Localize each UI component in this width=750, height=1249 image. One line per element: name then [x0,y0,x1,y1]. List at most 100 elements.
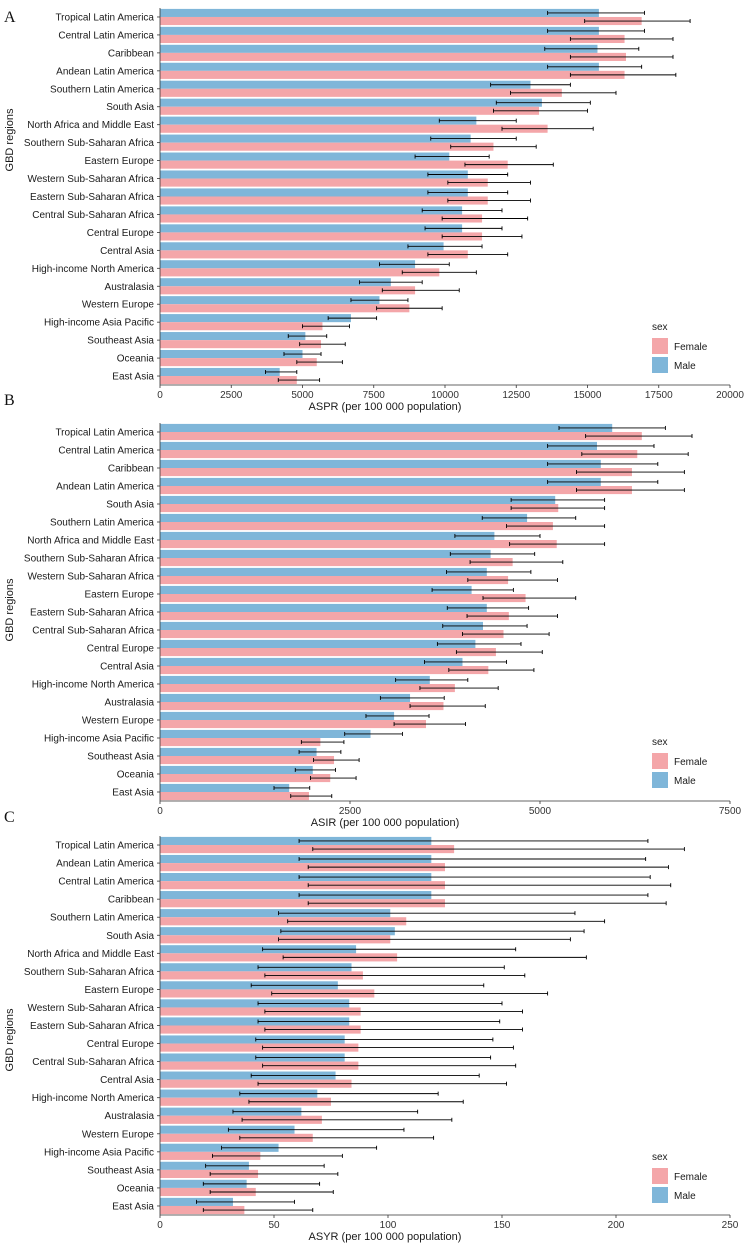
error-bar-female [209,1171,339,1176]
bar-female [160,486,632,495]
bar-male [160,278,391,287]
category-group: Western Europe [82,1125,435,1142]
x-tick-label: 50 [268,1220,280,1231]
category-group: East Asia [112,367,321,385]
bar-male [160,549,491,558]
bar-male [160,621,483,630]
error-bar-female [466,614,558,619]
category-label: High-income North America [32,680,155,691]
error-bar-male [430,136,517,141]
bar-female [160,648,496,657]
bar-female [160,340,322,349]
x-tick-label: 10000 [431,390,459,401]
error-bar-male [250,1073,480,1078]
error-bar-female [581,452,689,457]
category-label: High-income North America [32,1093,155,1104]
category-label: Southern Latin America [50,84,154,95]
bar-female [160,720,426,729]
category-label: South Asia [106,931,154,942]
bar-female [160,1097,331,1106]
error-bar-female [278,937,571,942]
category-group: Eastern Europe [85,981,549,998]
category-label: North Africa and Middle East [27,120,154,131]
error-bar-female [376,306,443,311]
error-bar-male [446,605,530,610]
error-bar-female [447,180,531,185]
bar-female [160,576,509,585]
category-group: Tropical Latin America [55,8,691,26]
bar-female [160,142,494,151]
error-bar-female [262,1045,514,1050]
error-bar-male [544,46,640,51]
category-group: Australasia [105,693,486,711]
bar-female [160,178,488,187]
bar-male [160,1143,279,1152]
bar-male [160,963,352,972]
error-bar-male [298,875,651,880]
error-bar-male [379,695,445,700]
legend: sex Female Male [652,1152,708,1203]
bar-male [160,585,472,594]
error-bar-female [569,54,674,59]
bar-male [160,854,432,864]
bar-female [160,666,489,675]
category-label: Western Europe [82,716,155,727]
category-group: South Asia [106,98,591,115]
error-bar-male [427,190,509,195]
error-bar-female [450,144,537,149]
category-label: Oceania [117,1183,155,1194]
bar-female [160,558,513,567]
bar-male [160,206,463,215]
category-group: Southern Latin America [50,513,606,531]
bar-male [160,495,556,504]
error-bar-male [558,425,666,430]
bar-male [160,513,528,522]
x-tick-label: 5000 [529,806,552,817]
error-bar-male [442,623,528,628]
error-bar-female [262,1063,517,1068]
category-group: Andean Latin America [56,62,677,79]
category-group: Western Europe [82,296,443,313]
error-bar-male [221,1145,378,1150]
error-bar-female [300,740,345,745]
error-bar-female [239,1135,435,1140]
error-bar-female [287,919,606,924]
category-group: Southern Latin America [50,80,617,97]
category-group: Southeast Asia [87,747,360,765]
bar-male [160,62,599,71]
category-label: East Asia [112,788,154,799]
bar-female [160,899,445,908]
bar-female [160,792,309,801]
bar-female [160,1061,359,1070]
bar-female [160,504,559,513]
bar-female [160,881,445,890]
bar-female [160,1079,352,1088]
category-label: High-income Asia Pacific [44,734,154,745]
category-group: Tropical Latin America [55,836,685,854]
category-group: Oceania [117,1179,334,1197]
panel-label: A [4,9,16,26]
category-label: Central Sub-Saharan Africa [32,1057,154,1068]
category-label: Western Sub-Saharan Africa [27,1003,154,1014]
error-bar-female [441,234,523,239]
error-bar-male [205,1163,325,1168]
category-group: Central Latin America [58,441,689,459]
error-bar-female [307,865,669,870]
bar-female [160,1169,259,1179]
panel-label: C [4,809,15,826]
bar-male [160,891,432,900]
category-label: Andean Latin America [56,859,154,870]
bar-female [160,953,398,962]
bar-female [160,1187,256,1197]
error-bar-male [239,1091,439,1096]
category-label: Central Latin America [58,30,154,41]
category-label: Southern Latin America [50,913,154,924]
category-group: High-income Asia Pacific [44,1143,378,1160]
error-bar-female [493,108,588,113]
bar-male [160,1161,249,1170]
category-label: High-income Asia Pacific [44,318,154,329]
category-group: Eastern Sub-Saharan Africa [30,603,558,621]
category-group: Eastern Europe [85,152,554,169]
category-group: Central Latin America [58,26,674,44]
